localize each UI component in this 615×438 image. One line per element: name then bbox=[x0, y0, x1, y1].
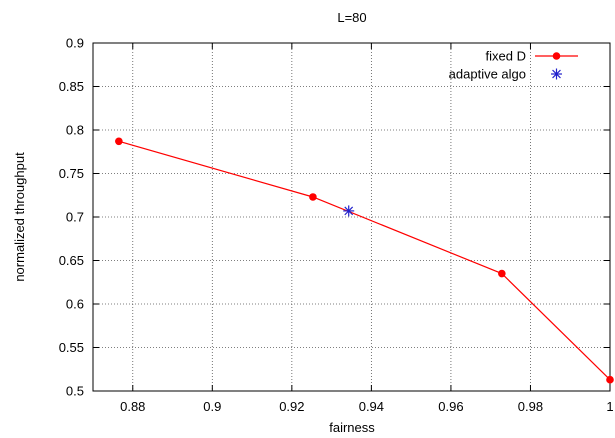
y-tick-label: 0.85 bbox=[59, 79, 84, 94]
x-tick-label: 0.98 bbox=[518, 399, 543, 414]
y-tick-label: 0.5 bbox=[66, 384, 84, 399]
series-point-0 bbox=[498, 269, 506, 278]
y-tick-label: 0.65 bbox=[59, 253, 84, 268]
x-tick-label: 1 bbox=[606, 399, 613, 414]
asterisk-stroke bbox=[552, 69, 561, 79]
axes: 0.88 0.9 0.92 0.94 0.96 0.98 1 0.5 0.55 0.6 0.65 0.… bbox=[59, 36, 614, 415]
y-tick-label: 0.6 bbox=[66, 297, 84, 312]
x-tick-label: 0.96 bbox=[438, 399, 463, 414]
legend: fixed D adaptive algo bbox=[449, 49, 578, 82]
y-axis-title: normalized throughput bbox=[12, 152, 27, 282]
legend-marker bbox=[551, 68, 562, 80]
legend-label: adaptive algo bbox=[449, 67, 526, 82]
y-tick-label: 0.9 bbox=[66, 36, 84, 51]
legend-label: fixed D bbox=[486, 49, 526, 64]
series-point-0 bbox=[606, 375, 614, 384]
plot-area bbox=[115, 137, 614, 384]
x-axis-title: fairness bbox=[329, 420, 375, 435]
x-tick-label: 0.88 bbox=[120, 399, 145, 414]
series-point-0 bbox=[309, 193, 317, 201]
y-tick-label: 0.8 bbox=[66, 123, 84, 138]
grid bbox=[93, 43, 610, 391]
series-point-1 bbox=[343, 205, 355, 217]
chart-title: L=80 bbox=[337, 10, 366, 25]
asterisk-stroke bbox=[344, 206, 354, 216]
x-tick-label: 0.9 bbox=[203, 399, 221, 414]
series-point-0 bbox=[115, 137, 123, 146]
series-line-0 bbox=[118, 140, 611, 381]
x-tick-label: 0.94 bbox=[359, 399, 384, 414]
x-tick-label: 0.92 bbox=[279, 399, 304, 414]
y-tick-label: 0.7 bbox=[66, 210, 84, 225]
y-tick-label: 0.55 bbox=[59, 340, 84, 355]
legend-marker bbox=[552, 52, 561, 60]
y-tick-label: 0.75 bbox=[59, 166, 84, 181]
